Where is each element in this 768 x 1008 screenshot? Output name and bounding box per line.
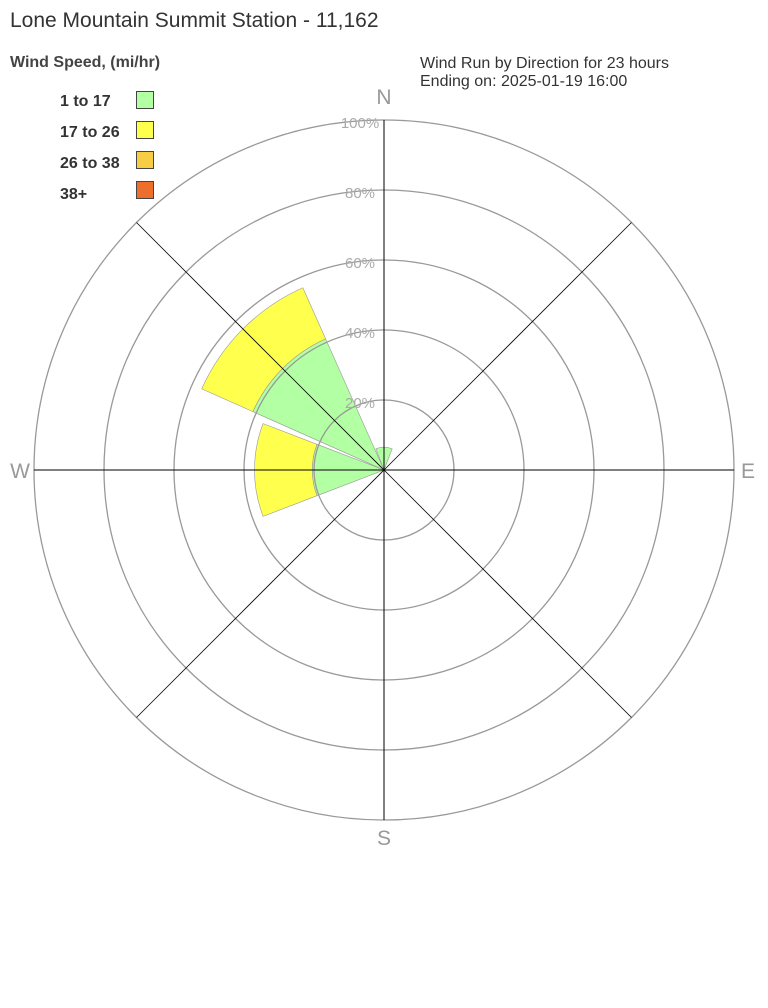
legend-label: 17 to 26 (60, 124, 120, 141)
info-line-2: Ending on: 2025-01-19 16:00 (420, 73, 628, 90)
compass-N: N (376, 86, 391, 109)
legend-label: 38+ (60, 186, 88, 203)
compass-S: S (377, 827, 391, 850)
chart-title: Lone Mountain Summit Station - 11,162 (10, 9, 379, 32)
legend-swatch (136, 181, 154, 199)
legend-swatch (136, 121, 154, 139)
spoke-225 (136, 469, 385, 718)
spoke-135 (383, 469, 632, 718)
legend-title: Wind Speed, (mi/hr) (10, 54, 161, 71)
legend-label: 1 to 17 (60, 93, 111, 110)
spoke-45 (383, 222, 632, 471)
chart-info: Wind Run by Direction for 23 hours Endin… (420, 55, 669, 91)
ring-label: 20% (345, 395, 375, 412)
info-line-1: Wind Run by Direction for 23 hours (420, 55, 669, 72)
ring-label: 80% (345, 185, 375, 202)
ring-label: 100% (341, 115, 379, 132)
legend-swatch (136, 91, 154, 109)
ring-label: 60% (345, 255, 375, 272)
legend-swatch (136, 151, 154, 169)
compass-E: E (741, 460, 755, 483)
ring-label: 40% (345, 325, 375, 342)
spoke-315 (136, 222, 385, 471)
compass-W: W (10, 460, 30, 483)
legend-label: 26 to 38 (60, 155, 120, 172)
